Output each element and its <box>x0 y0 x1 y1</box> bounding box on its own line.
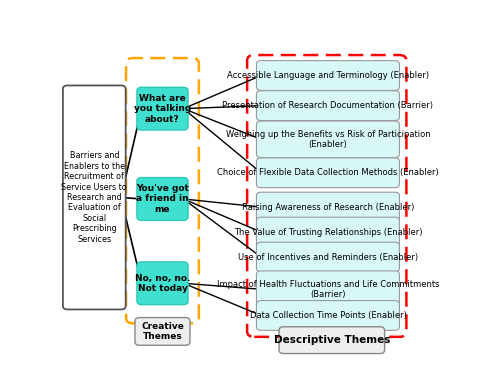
Text: Weighing up the Benefits vs Risk of Participation
(Enabler): Weighing up the Benefits vs Risk of Part… <box>226 130 430 149</box>
FancyBboxPatch shape <box>279 327 384 353</box>
Text: Impact of Health Fluctuations and Life Commitments
(Barrier): Impact of Health Fluctuations and Life C… <box>216 280 439 299</box>
FancyBboxPatch shape <box>137 87 188 130</box>
Text: Barriers and
Enablers to the
Recruitment of
Service Users to
Research and
Evalua: Barriers and Enablers to the Recruitment… <box>62 151 127 244</box>
Text: No, no, no.
Not today: No, no, no. Not today <box>135 274 190 293</box>
FancyBboxPatch shape <box>256 242 400 272</box>
FancyBboxPatch shape <box>137 262 188 305</box>
Text: Presentation of Research Documentation (Barrier): Presentation of Research Documentation (… <box>222 101 434 110</box>
FancyBboxPatch shape <box>63 86 126 309</box>
FancyBboxPatch shape <box>135 317 190 345</box>
FancyBboxPatch shape <box>256 217 400 247</box>
FancyBboxPatch shape <box>256 158 400 188</box>
Text: Raising Awareness of Research (Enabler): Raising Awareness of Research (Enabler) <box>242 203 414 212</box>
Text: You've got
a friend in
me: You've got a friend in me <box>136 184 189 214</box>
Text: Data Collection Time Points (Enabler): Data Collection Time Points (Enabler) <box>250 311 406 320</box>
Text: What are
you talking
about?: What are you talking about? <box>134 94 191 124</box>
FancyBboxPatch shape <box>256 192 400 222</box>
FancyBboxPatch shape <box>256 271 400 308</box>
Text: Descriptive Themes: Descriptive Themes <box>274 335 390 345</box>
Text: The Value of Trusting Relationships (Enabler): The Value of Trusting Relationships (Ena… <box>234 228 422 237</box>
FancyBboxPatch shape <box>256 121 400 158</box>
FancyBboxPatch shape <box>256 91 400 120</box>
FancyBboxPatch shape <box>256 61 400 90</box>
FancyBboxPatch shape <box>256 301 400 330</box>
Text: Choice of Flexible Data Collection Methods (Enabler): Choice of Flexible Data Collection Metho… <box>217 168 439 177</box>
Text: Accessible Language and Terminology (Enabler): Accessible Language and Terminology (Ena… <box>227 71 429 80</box>
FancyBboxPatch shape <box>137 178 188 221</box>
Text: Creative
Themes: Creative Themes <box>141 322 184 341</box>
Text: Use of Incentives and Reminders (Enabler): Use of Incentives and Reminders (Enabler… <box>238 253 418 262</box>
